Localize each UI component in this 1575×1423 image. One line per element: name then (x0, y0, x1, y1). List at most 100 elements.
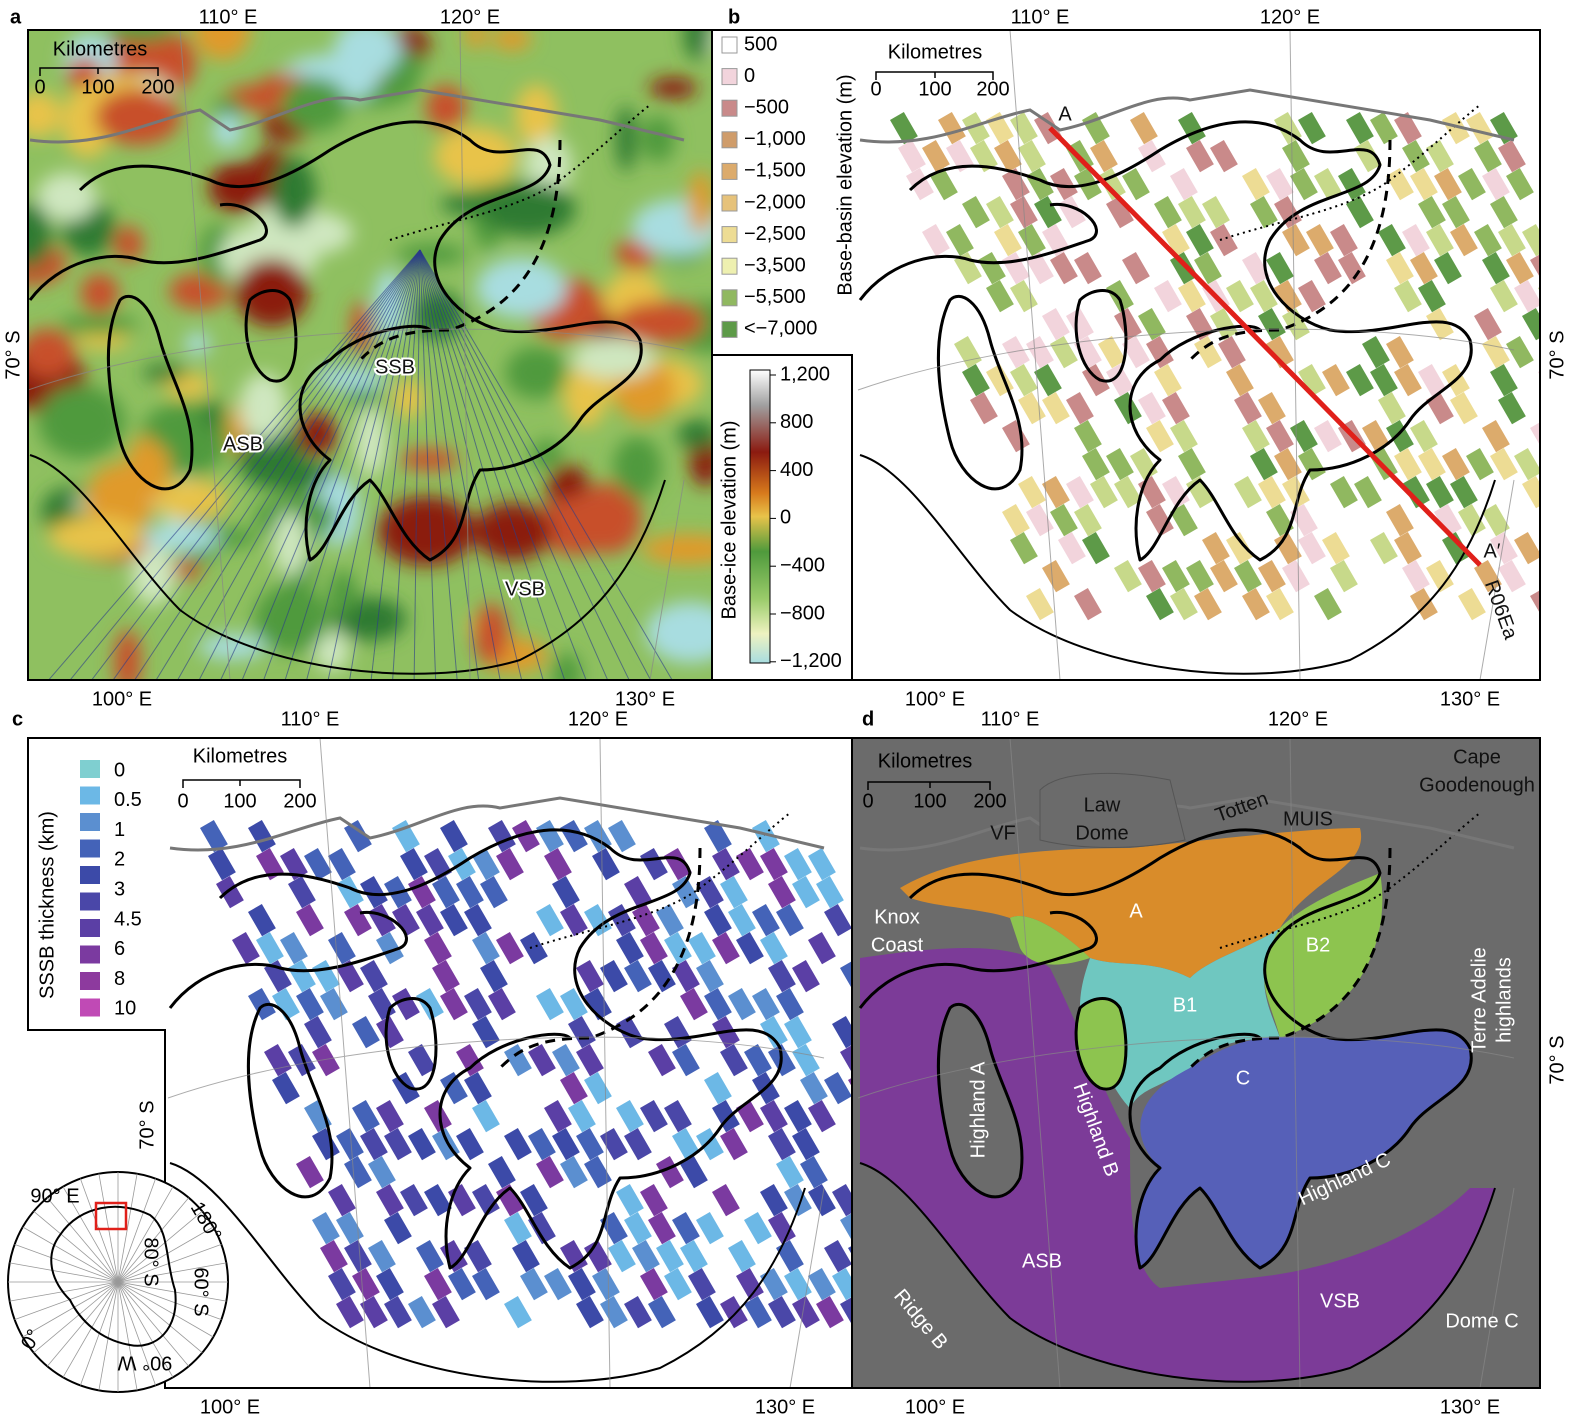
terrain (48, 516, 143, 557)
region-label: C (1236, 1067, 1250, 1089)
grid-cell (1490, 532, 1518, 565)
grid-cell (1466, 448, 1494, 481)
grid-cell (1258, 560, 1286, 593)
panel-d-frame (851, 737, 1541, 1389)
region-label: ASB (223, 433, 263, 455)
terrain (156, 479, 228, 520)
grid-cell (464, 1072, 492, 1105)
grid-cell (922, 140, 950, 173)
grid-cell (824, 1240, 852, 1273)
grid-cell (1554, 588, 1575, 620)
grid-cell (1457, 504, 1486, 537)
grid-cell (969, 391, 998, 425)
grid-cell (1282, 475, 1310, 509)
grid-cell (1034, 364, 1062, 397)
region-label: A (1129, 900, 1143, 922)
legend-label: −3,500 (744, 254, 806, 276)
legend-swatch (721, 162, 738, 180)
grid-cell (1241, 588, 1270, 621)
grid-cell (1490, 196, 1518, 229)
grid-cell (1426, 139, 1454, 173)
grid-cell (1026, 504, 1054, 537)
region-label: B2 (1306, 934, 1330, 956)
grid-cell (1282, 139, 1310, 173)
grid-cell (256, 932, 284, 965)
survey-track (392, 249, 421, 680)
grid-cell (1026, 588, 1054, 621)
grid-cell (898, 140, 926, 173)
grid-cell (890, 112, 918, 145)
region-label: Terre Adelie (1468, 947, 1490, 1053)
terrain (440, 193, 490, 215)
longitude-label: 110° E (199, 6, 258, 28)
legend-label: −2,000 (744, 191, 806, 213)
grid-cell (719, 1044, 748, 1077)
grid-cell (1265, 336, 1294, 369)
terrain (640, 115, 676, 163)
grid-cell (1298, 111, 1326, 145)
grid-cell (1474, 139, 1502, 173)
grid-cell (328, 848, 356, 881)
legend-title: Base-ice elevation (m) (718, 421, 740, 620)
meridian (117, 1197, 190, 1283)
grid-cell (487, 820, 516, 853)
grid-cell (551, 1128, 580, 1161)
terrain (194, 30, 251, 60)
terrain (105, 30, 176, 42)
grid-cell (1457, 588, 1486, 621)
terrain (491, 30, 532, 51)
terrain (271, 156, 316, 228)
terrain (515, 84, 558, 147)
meridian (117, 1210, 203, 1283)
grid-cell (375, 1184, 404, 1217)
grid-cell (1505, 168, 1534, 201)
region-label: MUIS (1283, 808, 1333, 830)
grid-cell (922, 224, 950, 257)
grid-cell (1418, 364, 1446, 397)
survey-track (419, 249, 523, 680)
meridian (117, 1262, 227, 1283)
grid-cell (1274, 532, 1302, 565)
meridian (46, 1197, 119, 1283)
grid-cell (1330, 223, 1358, 257)
grid-cell (503, 1296, 532, 1329)
survey-track (419, 249, 630, 680)
grid-cell (1250, 280, 1278, 313)
grid-cell (496, 848, 524, 881)
grid-cell (359, 1296, 388, 1329)
inset-label: 80° S (140, 1237, 162, 1286)
grid-cell (1433, 252, 1462, 285)
terrain (355, 405, 387, 477)
grid-cell (552, 876, 580, 909)
grid-cell (383, 1128, 412, 1161)
grid-cell (295, 988, 324, 1021)
panel-letter: c (12, 708, 23, 730)
grid-cell (607, 904, 636, 937)
grid-cell (407, 1128, 436, 1161)
grid-cell (1074, 420, 1102, 453)
grid-cell (1186, 223, 1214, 257)
ice-legend-box (711, 354, 853, 681)
grid-cell (1065, 475, 1094, 509)
terrain (254, 584, 330, 653)
region-label: ASB (1022, 1250, 1062, 1272)
grid-cell (560, 988, 588, 1021)
grid-cell (664, 1268, 692, 1301)
grid-cell (1378, 223, 1406, 257)
region-label: Dome (1075, 822, 1128, 844)
panel-letter: b (728, 6, 740, 28)
grid-cell (695, 1296, 724, 1329)
grid-cell (1474, 560, 1502, 593)
meridian (22, 1226, 119, 1283)
grid-cell (584, 1072, 612, 1105)
legend-swatch (721, 36, 738, 54)
inset-label: 90° E (30, 1185, 79, 1207)
grid-cell (760, 932, 788, 965)
grid-cell (232, 932, 260, 965)
grid-cell (464, 1240, 492, 1273)
grid-cell (544, 1100, 572, 1133)
meridian (46, 1281, 119, 1367)
grid-cell (1210, 560, 1238, 593)
grid-cell (1522, 475, 1540, 509)
grid-cell (1546, 560, 1574, 592)
